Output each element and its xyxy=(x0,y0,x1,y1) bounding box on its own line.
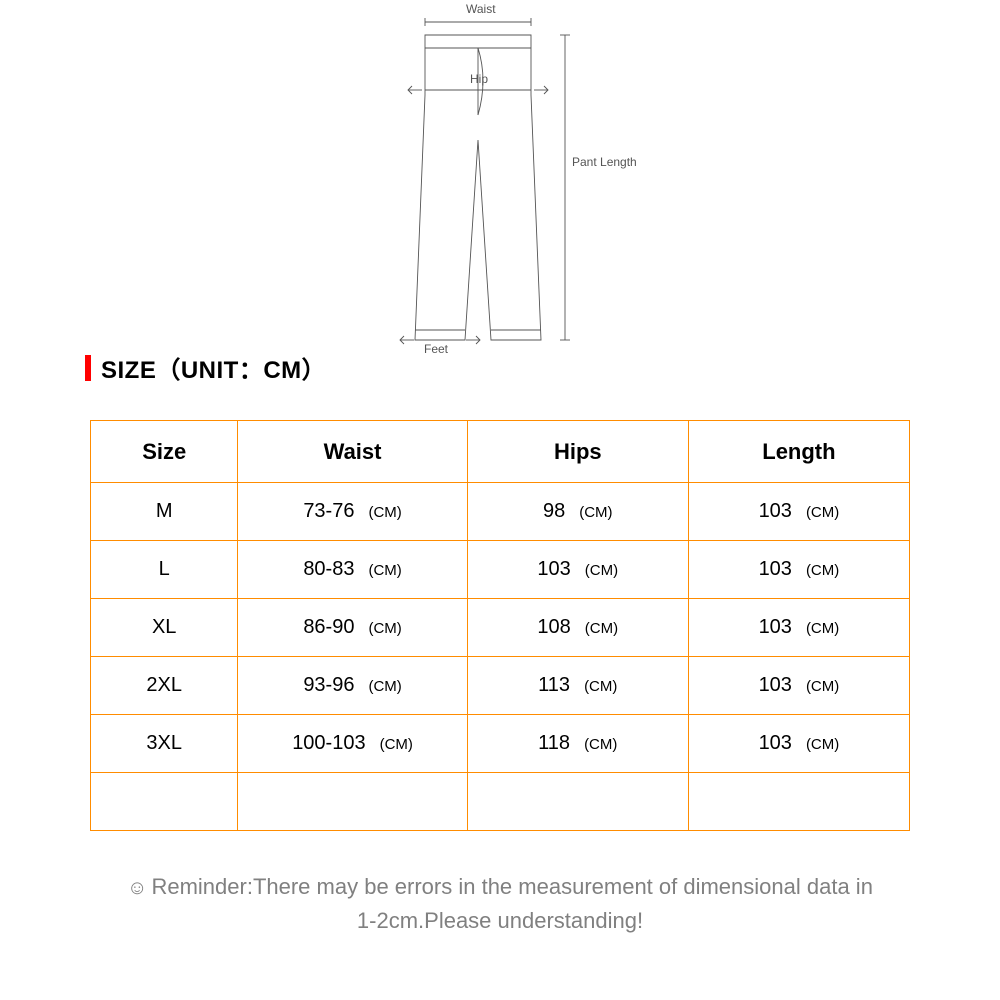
cell-length: 103(CM) xyxy=(688,657,909,715)
cell-hips: 103(CM) xyxy=(467,541,688,599)
col-header-length: Length xyxy=(688,421,909,483)
section-title: SIZE（UNIT：CM） xyxy=(85,350,326,385)
diagram-label-feet: Feet xyxy=(424,342,448,356)
pants-diagram: Waist Hip Pant Length Feet xyxy=(370,0,630,380)
cell-empty xyxy=(238,773,467,831)
table-header-row: Size Waist Hips Length xyxy=(91,421,910,483)
diagram-label-hip: Hip xyxy=(470,72,488,86)
table-row: XL 86-90(CM) 108(CM) 103(CM) xyxy=(91,599,910,657)
cell-hips: 98(CM) xyxy=(467,483,688,541)
cell-size: 2XL xyxy=(91,657,238,715)
cell-size: 3XL xyxy=(91,715,238,773)
cell-length: 103(CM) xyxy=(688,483,909,541)
cell-waist: 86-90(CM) xyxy=(238,599,467,657)
col-header-size: Size xyxy=(91,421,238,483)
cell-waist: 100-103(CM) xyxy=(238,715,467,773)
cell-empty xyxy=(91,773,238,831)
cell-length: 103(CM) xyxy=(688,715,909,773)
size-table: Size Waist Hips Length M 73-76(CM) 98(CM… xyxy=(90,420,910,831)
cell-waist: 80-83(CM) xyxy=(238,541,467,599)
cell-size: XL xyxy=(91,599,238,657)
table-row: M 73-76(CM) 98(CM) 103(CM) xyxy=(91,483,910,541)
cell-length: 103(CM) xyxy=(688,599,909,657)
diagram-label-length: Pant Length xyxy=(572,155,637,169)
cell-waist: 73-76(CM) xyxy=(238,483,467,541)
diagram-label-waist: Waist xyxy=(466,2,496,16)
col-header-waist: Waist xyxy=(238,421,467,483)
section-title-text: SIZE（UNIT：CM） xyxy=(101,350,326,385)
accent-bar xyxy=(85,355,91,381)
table-row-empty xyxy=(91,773,910,831)
cell-waist: 93-96(CM) xyxy=(238,657,467,715)
reminder-text: ☺Reminder:There may be errors in the mea… xyxy=(120,870,880,938)
cell-empty xyxy=(688,773,909,831)
cell-hips: 118(CM) xyxy=(467,715,688,773)
cell-length: 103(CM) xyxy=(688,541,909,599)
reminder: ☺Reminder:There may be errors in the mea… xyxy=(0,870,1000,938)
cell-hips: 113(CM) xyxy=(467,657,688,715)
table-row: 3XL 100-103(CM) 118(CM) 103(CM) xyxy=(91,715,910,773)
cell-empty xyxy=(467,773,688,831)
col-header-hips: Hips xyxy=(467,421,688,483)
cell-size: L xyxy=(91,541,238,599)
cell-hips: 108(CM) xyxy=(467,599,688,657)
pants-svg xyxy=(370,0,630,380)
cell-size: M xyxy=(91,483,238,541)
table-row: L 80-83(CM) 103(CM) 103(CM) xyxy=(91,541,910,599)
table-row: 2XL 93-96(CM) 113(CM) 103(CM) xyxy=(91,657,910,715)
smiley-icon: ☺ xyxy=(127,873,147,904)
